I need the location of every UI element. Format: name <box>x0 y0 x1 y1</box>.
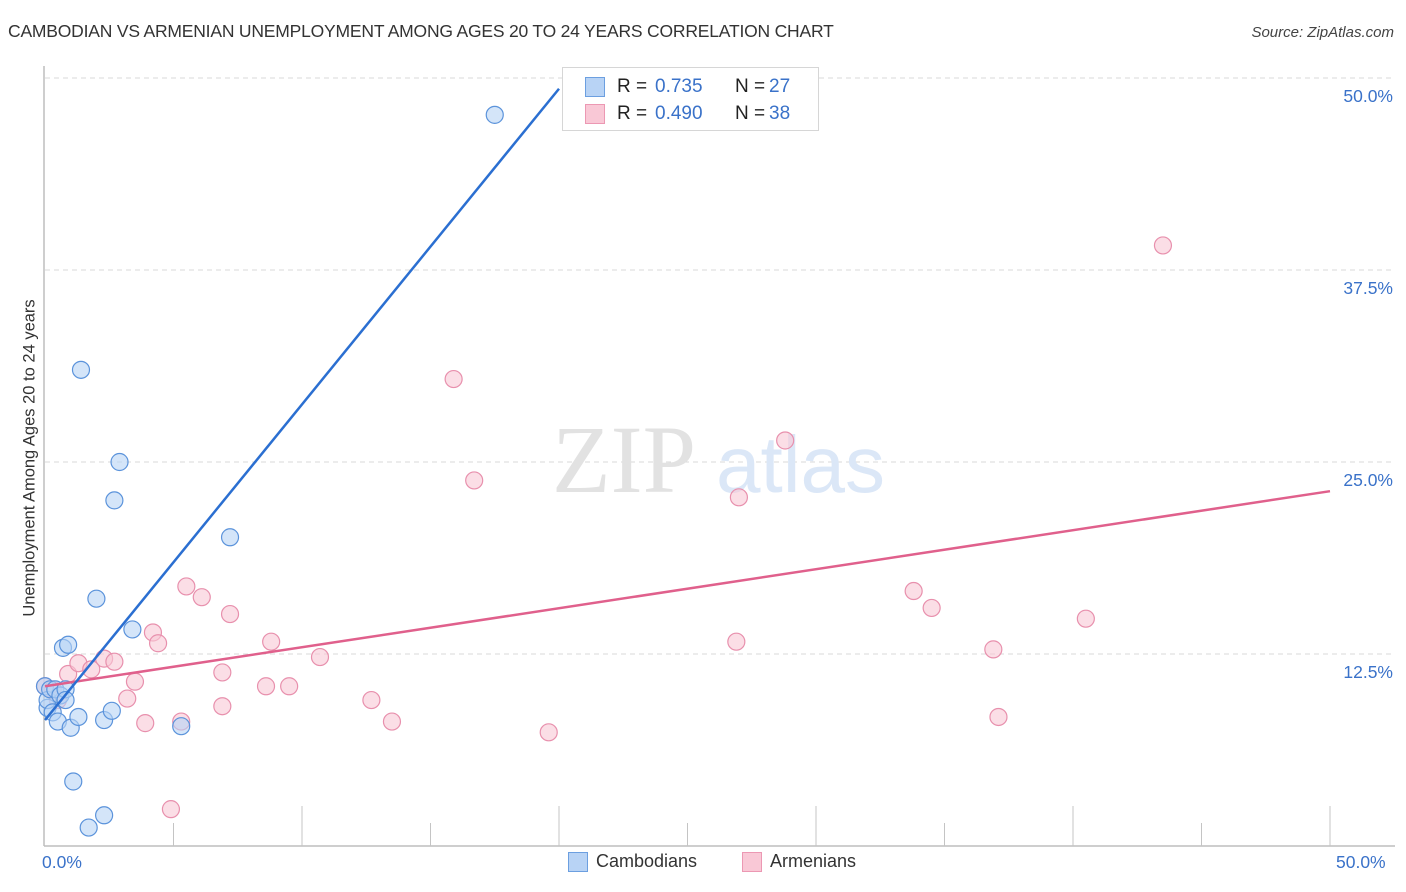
data-point <box>102 701 121 720</box>
data-point <box>69 707 88 727</box>
y-tick-12-5: 12.5% <box>1343 662 1393 682</box>
data-point <box>984 640 1003 659</box>
data-point <box>256 677 276 696</box>
n-value: 27 <box>769 76 791 97</box>
zipatlas-watermark: ZIP atlas <box>552 406 885 513</box>
stats-legend: R = 0.735 N = 27 R = 0.490 N = 38 <box>562 67 819 131</box>
data-point <box>220 604 240 624</box>
data-point <box>465 471 484 490</box>
data-point <box>220 528 240 547</box>
data-point <box>485 105 504 124</box>
data-point <box>59 635 78 654</box>
r-label: R = <box>617 76 648 97</box>
data-point <box>161 800 181 819</box>
data-point <box>1076 609 1095 628</box>
data-point <box>727 632 746 651</box>
watermark-zip: ZIP <box>552 406 696 513</box>
series-legend-cambodians[interactable]: Cambodians <box>568 851 697 872</box>
cambodians-trendline <box>44 87 560 721</box>
data-point <box>444 369 463 389</box>
chart-title: CAMBODIAN VS ARMENIAN UNEMPLOYMENT AMONG… <box>8 21 834 41</box>
cambodians-points <box>35 105 504 837</box>
data-point <box>87 589 106 608</box>
data-point <box>105 491 124 510</box>
data-point <box>310 647 330 667</box>
r-value: 0.490 <box>655 103 703 124</box>
data-point <box>382 712 402 731</box>
data-point <box>177 577 196 596</box>
legend-label-cambodians: Cambodians <box>596 851 698 871</box>
data-point <box>362 690 381 710</box>
cambodians-swatch-icon <box>585 77 605 97</box>
series-legend-armenians[interactable]: Armenians <box>742 851 856 872</box>
data-point <box>213 663 232 682</box>
data-point <box>82 660 101 679</box>
y-tick-37-5: 37.5% <box>1343 278 1393 298</box>
legend-label-armenians: Armenians <box>770 851 857 871</box>
data-point <box>71 360 91 379</box>
r-label: R = <box>617 103 648 124</box>
armenians-points <box>35 236 1173 819</box>
x-tick-50: 50.0% <box>1336 852 1386 872</box>
r-value: 0.735 <box>655 76 703 97</box>
gridlines <box>45 77 1395 655</box>
data-point <box>110 452 129 472</box>
armenians-trendline <box>44 489 1331 688</box>
data-point <box>79 818 98 837</box>
data-point <box>123 620 142 639</box>
trendlines <box>44 87 1331 721</box>
data-point <box>105 652 124 671</box>
legend-row-cambodians: R = 0.735 N = 27 <box>585 75 790 99</box>
data-point <box>280 677 299 696</box>
data-point <box>56 690 75 710</box>
x-tick-0: 0.0% <box>42 852 82 872</box>
data-point <box>213 697 232 716</box>
data-point <box>539 723 558 742</box>
n-label: N = <box>735 103 766 124</box>
data-point <box>729 488 749 507</box>
source-label: Source: ZipAtlas.com <box>1251 24 1394 41</box>
cambodians-swatch-icon <box>568 851 588 872</box>
data-point <box>148 634 168 653</box>
n-label: N = <box>735 76 766 97</box>
armenians-swatch-icon <box>585 104 605 124</box>
data-point <box>989 707 1008 727</box>
data-point <box>136 714 155 733</box>
data-point <box>64 772 83 791</box>
armenians-swatch-icon <box>742 851 762 872</box>
y-tick-25: 25.0% <box>1343 470 1393 490</box>
data-point <box>118 689 137 708</box>
data-point <box>192 588 211 607</box>
data-point <box>1153 236 1173 255</box>
legend-row-armenians: R = 0.490 N = 38 <box>585 102 790 126</box>
data-point <box>125 672 145 691</box>
data-point <box>922 598 941 618</box>
data-point <box>95 806 114 825</box>
data-point <box>172 717 191 736</box>
n-value: 38 <box>769 103 791 124</box>
data-point <box>262 632 281 651</box>
data-point <box>776 431 795 450</box>
data-point <box>904 581 923 601</box>
y-tick-50: 50.0% <box>1343 86 1393 106</box>
